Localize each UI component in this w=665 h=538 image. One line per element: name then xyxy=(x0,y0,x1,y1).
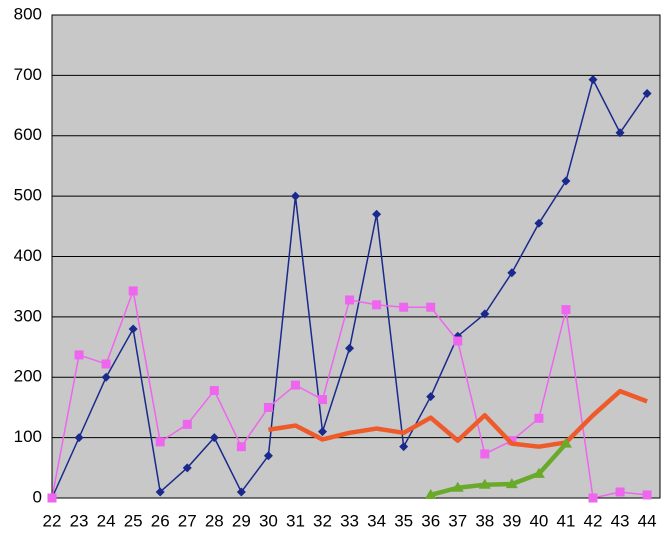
point xyxy=(615,487,625,497)
x-tick-label: 27 xyxy=(178,511,197,530)
point xyxy=(561,305,571,315)
point xyxy=(263,451,273,461)
point xyxy=(345,343,355,353)
point xyxy=(615,128,625,138)
point xyxy=(507,268,517,278)
x-tick-label: 32 xyxy=(313,511,332,530)
point xyxy=(263,402,273,412)
point xyxy=(453,336,463,346)
point xyxy=(559,437,572,448)
x-tick-label: 25 xyxy=(124,511,143,530)
x-tick-label: 24 xyxy=(97,511,116,530)
point xyxy=(451,481,464,492)
point xyxy=(642,88,652,98)
point xyxy=(74,433,84,443)
x-tick-label: 28 xyxy=(205,511,224,530)
point xyxy=(424,488,437,499)
x-tick-label: 33 xyxy=(340,511,359,530)
y-tick-label: 800 xyxy=(14,4,42,23)
point xyxy=(534,218,544,228)
y-tick-label: 200 xyxy=(14,367,42,386)
point xyxy=(182,419,192,429)
x-tick-label: 35 xyxy=(394,511,413,530)
point xyxy=(47,493,57,503)
y-tick-label: 0 xyxy=(33,487,42,506)
point xyxy=(561,176,571,186)
series-line xyxy=(430,442,568,498)
point xyxy=(478,478,491,489)
point xyxy=(534,413,544,423)
point xyxy=(642,490,652,500)
point xyxy=(588,75,598,85)
point xyxy=(426,392,436,402)
point xyxy=(480,449,490,459)
x-tick-label: 39 xyxy=(502,511,521,530)
point xyxy=(505,478,518,489)
y-tick-label: 600 xyxy=(14,125,42,144)
x-tick-label: 36 xyxy=(421,511,440,530)
y-tick-label: 300 xyxy=(14,306,42,325)
point xyxy=(345,295,355,305)
x-tick-label: 22 xyxy=(43,511,62,530)
point xyxy=(155,437,165,447)
point xyxy=(128,324,138,334)
point xyxy=(209,433,219,443)
point xyxy=(101,359,111,369)
x-tick-label: 44 xyxy=(638,511,657,530)
point xyxy=(101,372,111,382)
y-tick-label: 400 xyxy=(14,246,42,265)
point xyxy=(290,191,300,201)
point xyxy=(318,427,327,437)
x-tick-label: 38 xyxy=(475,511,494,530)
point xyxy=(399,442,409,452)
y-tick-label: 100 xyxy=(14,427,42,446)
point xyxy=(532,467,545,478)
point xyxy=(182,463,192,473)
point xyxy=(74,350,84,360)
point xyxy=(209,386,219,396)
point xyxy=(318,395,327,405)
x-tick-label: 26 xyxy=(151,511,170,530)
x-tick-label: 40 xyxy=(529,511,548,530)
x-tick-label: 37 xyxy=(448,511,467,530)
point xyxy=(128,286,138,296)
x-tick-label: 30 xyxy=(259,511,278,530)
x-tick-label: 42 xyxy=(584,511,603,530)
y-tick-label: 500 xyxy=(14,186,42,205)
point xyxy=(236,442,246,452)
point xyxy=(426,302,436,312)
series-line xyxy=(268,388,648,449)
x-tick-label: 31 xyxy=(286,511,305,530)
point xyxy=(155,487,165,497)
x-tick-label: 41 xyxy=(556,511,575,530)
point xyxy=(480,309,490,319)
y-tick-label: 700 xyxy=(14,65,42,84)
point xyxy=(399,302,409,312)
point xyxy=(290,380,300,390)
point xyxy=(372,300,382,310)
x-tick-label: 43 xyxy=(611,511,630,530)
point xyxy=(588,493,598,503)
x-tick-label: 29 xyxy=(232,511,251,530)
point xyxy=(236,487,246,497)
x-tick-label: 23 xyxy=(70,511,89,530)
point xyxy=(372,209,382,219)
x-tick-label: 34 xyxy=(367,511,386,530)
